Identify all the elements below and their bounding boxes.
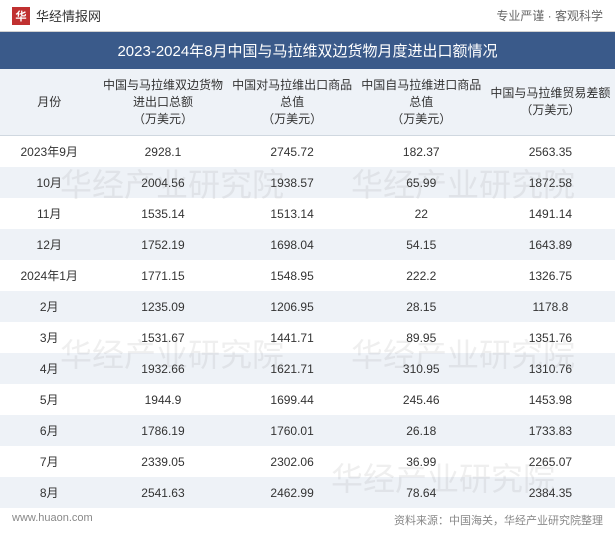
table-row: 8月2541.632462.9978.642384.35 [0,477,615,508]
table-cell: 1453.98 [486,384,615,415]
table-cell: 36.99 [357,446,486,477]
table-cell: 12月 [0,229,98,260]
table-cell: 1235.09 [98,291,227,322]
table-cell: 2339.05 [98,446,227,477]
table-cell: 5月 [0,384,98,415]
table-row: 11月1535.141513.14221491.14 [0,198,615,229]
table-cell: 2265.07 [486,446,615,477]
table-cell: 3月 [0,322,98,353]
table-cell: 54.15 [357,229,486,260]
col-header-total: 中国与马拉维双边货物进出口总额（万美元） [98,69,227,136]
table-cell: 2928.1 [98,136,227,168]
table-cell: 6月 [0,415,98,446]
table-row: 2月1235.091206.9528.151178.8 [0,291,615,322]
table-cell: 2023年9月 [0,136,98,168]
col-header-import: 中国自马拉维进口商品总值（万美元） [357,69,486,136]
table-cell: 2563.35 [486,136,615,168]
table-cell: 1872.58 [486,167,615,198]
page-title: 2023-2024年8月中国与马拉维双边货物月度进出口额情况 [0,32,615,69]
table-row: 10月2004.561938.5765.991872.58 [0,167,615,198]
table-cell: 1531.67 [98,322,227,353]
footer-bar: www.huaon.com 资料来源：中国海关，华经产业研究院整理 [0,508,615,528]
table-cell: 26.18 [357,415,486,446]
table-cell: 2384.35 [486,477,615,508]
footer-url: www.huaon.com [12,512,93,528]
table-cell: 1698.04 [228,229,357,260]
table-row: 3月1531.671441.7189.951351.76 [0,322,615,353]
table-cell: 2541.63 [98,477,227,508]
table-row: 7月2339.052302.0636.992265.07 [0,446,615,477]
table-cell: 1178.8 [486,291,615,322]
table-cell: 222.2 [357,260,486,291]
table-cell: 310.95 [357,353,486,384]
table-cell: 1643.89 [486,229,615,260]
col-header-month: 月份 [0,69,98,136]
table-cell: 28.15 [357,291,486,322]
table-row: 2024年1月1771.151548.95222.21326.75 [0,260,615,291]
table-cell: 1786.19 [98,415,227,446]
table-cell: 2月 [0,291,98,322]
table-cell: 1752.19 [98,229,227,260]
table-cell: 1932.66 [98,353,227,384]
col-header-balance: 中国与马拉维贸易差额（万美元） [486,69,615,136]
table-cell: 1491.14 [486,198,615,229]
table-cell: 78.64 [357,477,486,508]
table-cell: 1938.57 [228,167,357,198]
table-cell: 1351.76 [486,322,615,353]
data-table-wrap: 月份 中国与马拉维双边货物进出口总额（万美元） 中国对马拉维出口商品总值（万美元… [0,69,615,508]
table-cell: 1733.83 [486,415,615,446]
table-cell: 1206.95 [228,291,357,322]
table-cell: 65.99 [357,167,486,198]
table-cell: 1548.95 [228,260,357,291]
table-cell: 2302.06 [228,446,357,477]
table-cell: 2004.56 [98,167,227,198]
table-body: 2023年9月2928.12745.72182.372563.3510月2004… [0,136,615,509]
table-cell: 1310.76 [486,353,615,384]
table-cell: 1535.14 [98,198,227,229]
tagline: 专业严谨 · 客观科学 [496,7,603,24]
table-cell: 2024年1月 [0,260,98,291]
data-table: 月份 中国与马拉维双边货物进出口总额（万美元） 中国对马拉维出口商品总值（万美元… [0,69,615,508]
footer-source: 资料来源：中国海关，华经产业研究院整理 [394,512,603,528]
table-cell: 2745.72 [228,136,357,168]
table-cell: 89.95 [357,322,486,353]
table-cell: 22 [357,198,486,229]
table-header-row: 月份 中国与马拉维双边货物进出口总额（万美元） 中国对马拉维出口商品总值（万美元… [0,69,615,136]
table-cell: 182.37 [357,136,486,168]
table-cell: 11月 [0,198,98,229]
table-cell: 8月 [0,477,98,508]
table-cell: 1760.01 [228,415,357,446]
table-cell: 2462.99 [228,477,357,508]
table-cell: 1699.44 [228,384,357,415]
logo-icon: 华 [12,7,30,25]
logo-area: 华 华经情报网 [12,6,101,25]
header-bar: 华 华经情报网 专业严谨 · 客观科学 [0,0,615,32]
table-cell: 4月 [0,353,98,384]
table-row: 12月1752.191698.0454.151643.89 [0,229,615,260]
table-row: 2023年9月2928.12745.72182.372563.35 [0,136,615,168]
table-row: 5月1944.91699.44245.461453.98 [0,384,615,415]
table-cell: 1771.15 [98,260,227,291]
col-header-export: 中国对马拉维出口商品总值（万美元） [228,69,357,136]
table-cell: 1441.71 [228,322,357,353]
table-cell: 1326.75 [486,260,615,291]
table-cell: 1621.71 [228,353,357,384]
table-cell: 1513.14 [228,198,357,229]
table-cell: 7月 [0,446,98,477]
table-cell: 10月 [0,167,98,198]
logo-text: 华经情报网 [36,6,101,25]
table-row: 4月1932.661621.71310.951310.76 [0,353,615,384]
table-cell: 1944.9 [98,384,227,415]
table-row: 6月1786.191760.0126.181733.83 [0,415,615,446]
table-cell: 245.46 [357,384,486,415]
